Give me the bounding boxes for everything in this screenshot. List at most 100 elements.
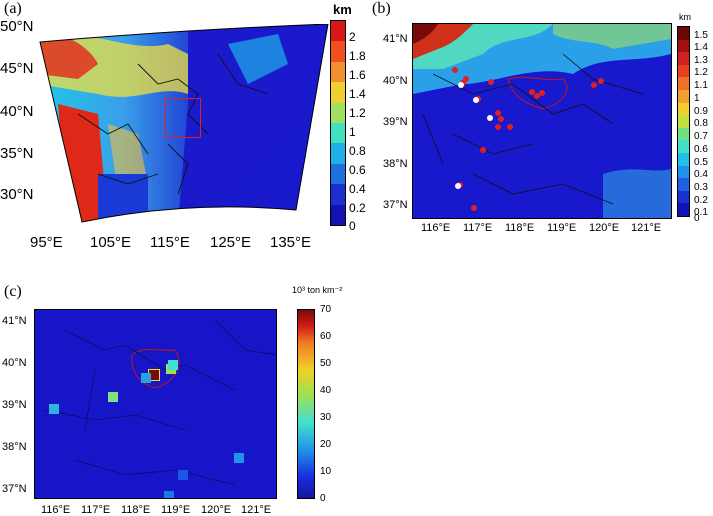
panel-a-xtick: 125°E [210, 234, 252, 251]
panel-b-xtick: 119°E [547, 222, 577, 234]
panel-a-xtick: 135°E [270, 234, 312, 251]
panel-c-xtick: 119°E [161, 504, 191, 516]
emission-cell [178, 469, 189, 480]
panel-c-boundaries [44, 319, 276, 486]
emission-cell [48, 404, 59, 415]
panel-b-cbtick: 1.5 [694, 30, 708, 41]
panel-c-xtick: 117°E [81, 504, 111, 516]
emission-cell [167, 359, 178, 370]
panel-a-cbtick: 1.2 [349, 106, 366, 120]
panel-a-map [39, 24, 329, 223]
panel-b-cbtick: 0.4 [694, 169, 708, 180]
panel-b-cbtick: 1.1 [694, 80, 708, 91]
panel-c-colorbar-unit: 10³ ton km⁻² [292, 285, 343, 295]
panel-c-label: (c) [4, 283, 22, 300]
emission-cell [141, 372, 152, 383]
emission-cell [148, 369, 161, 382]
panel-a-cbtick: 1.8 [349, 49, 366, 63]
station-marker [471, 205, 477, 211]
panel-a-cbtick: 0.6 [349, 163, 366, 177]
emission-cell [108, 391, 119, 402]
panel-a-cbtick: 1 [349, 125, 356, 139]
panel-a-xtick: 115°E [150, 234, 190, 251]
panel-c-xtick: 116°E [41, 504, 71, 516]
panel-b-cbtick: 0.3 [694, 182, 708, 193]
panel-a-ytick: 50°N [0, 18, 34, 35]
panel-b-xtick: 120°E [589, 222, 620, 234]
panel-b-xtick: 117°E [463, 222, 493, 234]
panel-c-cbtick: 40 [320, 385, 332, 396]
panel-c-xtick: 118°E [121, 504, 151, 516]
station-marker [539, 90, 545, 96]
panel-b-xtick: 118°E [505, 222, 535, 234]
panel-b-colorbar [677, 26, 690, 217]
panel-c-xtick: 120°E [201, 504, 232, 516]
panel-b-ytick: 40°N [383, 75, 408, 87]
panel-b-ytick: 41°N [383, 33, 408, 45]
panel-b-cbtick: 0.9 [694, 106, 708, 117]
panel-b-colorbar-unit: km [679, 12, 691, 22]
panel-c-ytick: 40°N [2, 357, 27, 369]
panel-a-colorbar-unit: km [333, 2, 352, 17]
station-marker [455, 183, 461, 189]
station-marker [598, 78, 604, 84]
emission-cell [163, 490, 174, 498]
station-marker [507, 124, 513, 130]
station-marker [488, 79, 494, 85]
panel-a-cbtick: 2 [349, 30, 356, 44]
panel-c-ytick: 38°N [2, 441, 27, 453]
panel-a-cbtick: 0.4 [349, 182, 366, 196]
panel-c-cbtick: 70 [320, 304, 332, 315]
panel-a-cbtick: 0.8 [349, 144, 366, 158]
panel-b-cbtick: 0.6 [694, 144, 708, 155]
panel-c-cbtick: 20 [320, 439, 332, 450]
panel-a-xtick: 105°E [90, 234, 132, 251]
panel-c-cbtick: 50 [320, 358, 332, 369]
station-marker [473, 97, 479, 103]
panel-a-colorbar [330, 20, 346, 226]
panel-a-label: (a) [4, 0, 22, 17]
panel-b-cbtick: 1.2 [694, 67, 708, 78]
station-marker [458, 82, 464, 88]
panel-c-cbtick: 30 [320, 412, 332, 423]
panel-c-ytick: 39°N [2, 399, 27, 411]
station-marker [534, 93, 540, 99]
panel-b-label: (b) [372, 0, 391, 17]
panel-a-cbtick: 1.6 [349, 68, 366, 82]
panel-b-cbtick: 1.3 [694, 55, 708, 66]
panel-b-cbtick: 0.5 [694, 157, 708, 168]
panel-c-cbtick: 60 [320, 331, 332, 342]
panel-b-ytick: 39°N [383, 116, 408, 128]
panel-a-ytick: 45°N [0, 60, 34, 77]
panel-b-cbtick: 1.4 [694, 42, 708, 53]
emission-cell [233, 452, 244, 463]
panel-b-map [412, 23, 672, 219]
panel-b-cbtick: 1 [694, 93, 700, 104]
panel-b-cbtick: 0.8 [694, 118, 708, 129]
panel-a-cbtick: 0 [349, 219, 356, 233]
station-marker [487, 115, 493, 121]
panel-a-ytick: 30°N [0, 186, 34, 203]
panel-c-cbtick: 10 [320, 466, 332, 477]
panel-b-cbtick: 0.2 [694, 195, 708, 206]
station-marker [495, 124, 501, 130]
panel-b-cbtick: 0 [694, 213, 700, 224]
station-marker [529, 89, 535, 95]
station-marker [495, 110, 501, 116]
panel-a-ytick: 40°N [0, 103, 34, 120]
panel-b-xtick: 121°E [631, 222, 662, 234]
station-marker [591, 82, 597, 88]
station-marker [480, 147, 486, 153]
panel-c-xtick: 121°E [241, 504, 272, 516]
station-marker [463, 76, 469, 82]
panel-c-cbtick: 0 [320, 493, 326, 504]
panel-a-cbtick: 0.2 [349, 201, 366, 215]
panel-b-ytick: 37°N [383, 199, 408, 211]
panel-b-xtick: 116°E [421, 222, 451, 234]
station-marker [498, 116, 504, 122]
panel-a-xtick: 95°E [30, 234, 63, 251]
panel-a-domain-box [165, 98, 201, 138]
panel-b-cbtick: 0.1 [694, 207, 708, 218]
panel-c-ytick: 37°N [2, 483, 27, 495]
panel-c-map [34, 309, 277, 499]
